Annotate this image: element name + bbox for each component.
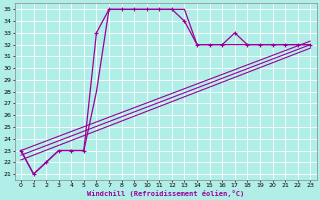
X-axis label: Windchill (Refroidissement éolien,°C): Windchill (Refroidissement éolien,°C) <box>87 190 244 197</box>
